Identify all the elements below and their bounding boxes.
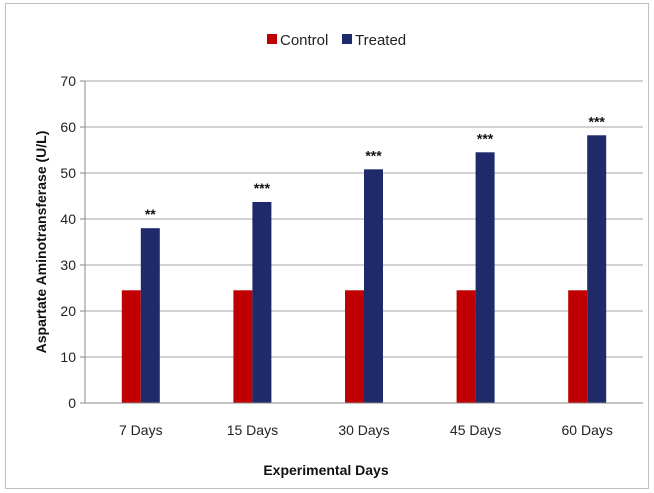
x-tick-label: 15 Days — [227, 422, 278, 438]
bar-treated-30-days — [364, 169, 383, 403]
x-tick-label: 30 Days — [338, 422, 389, 438]
y-tick-label: 0 — [68, 395, 76, 411]
y-tick-label: 20 — [60, 303, 76, 319]
bar-control-7-days — [121, 290, 141, 403]
significance-label: *** — [365, 147, 382, 163]
y-axis-ticks: 0 10 20 30 40 50 60 70 — [60, 73, 85, 411]
bar-treated-7-days — [140, 228, 160, 403]
y-tick-label: 10 — [60, 349, 76, 365]
x-tick-label: 60 Days — [562, 422, 613, 438]
bar-treated-45-days — [475, 152, 495, 403]
significance-label: ** — [145, 206, 156, 222]
y-tick-label: 30 — [60, 257, 76, 273]
legend-swatch-treated — [342, 34, 352, 44]
y-tick-label: 40 — [60, 211, 76, 227]
bar-control-60-days — [568, 290, 588, 403]
bar-control-45-days — [456, 290, 476, 403]
y-tick-label: 60 — [60, 119, 76, 135]
chart-frame — [5, 3, 649, 489]
x-tick-label: 45 Days — [450, 422, 501, 438]
bar-treated-60-days — [587, 135, 607, 403]
y-tick-label: 70 — [60, 73, 76, 89]
bar-control-30-days — [345, 290, 364, 403]
bar-treated-15-days — [252, 201, 272, 403]
x-axis-ticks: 7 Days 15 Days 30 Days 45 Days 60 Days — [119, 422, 613, 438]
significance-label: *** — [254, 180, 271, 196]
chart-bars — [121, 135, 607, 403]
significance-label: *** — [589, 113, 606, 129]
x-tick-label: 7 Days — [119, 422, 163, 438]
y-axis-title: Aspartate Aminotransferase (U/L) — [33, 131, 49, 354]
legend-label-treated: Treated — [355, 32, 406, 49]
significance-label: *** — [477, 130, 494, 146]
significance-labels: ************** — [145, 113, 606, 222]
bar-control-15-days — [233, 290, 253, 403]
y-tick-label: 50 — [60, 165, 76, 181]
chart-legend: Control Treated — [267, 32, 406, 49]
legend-swatch-control — [267, 34, 277, 44]
legend-label-control: Control — [280, 32, 328, 49]
x-axis-title: Experimental Days — [263, 462, 388, 478]
